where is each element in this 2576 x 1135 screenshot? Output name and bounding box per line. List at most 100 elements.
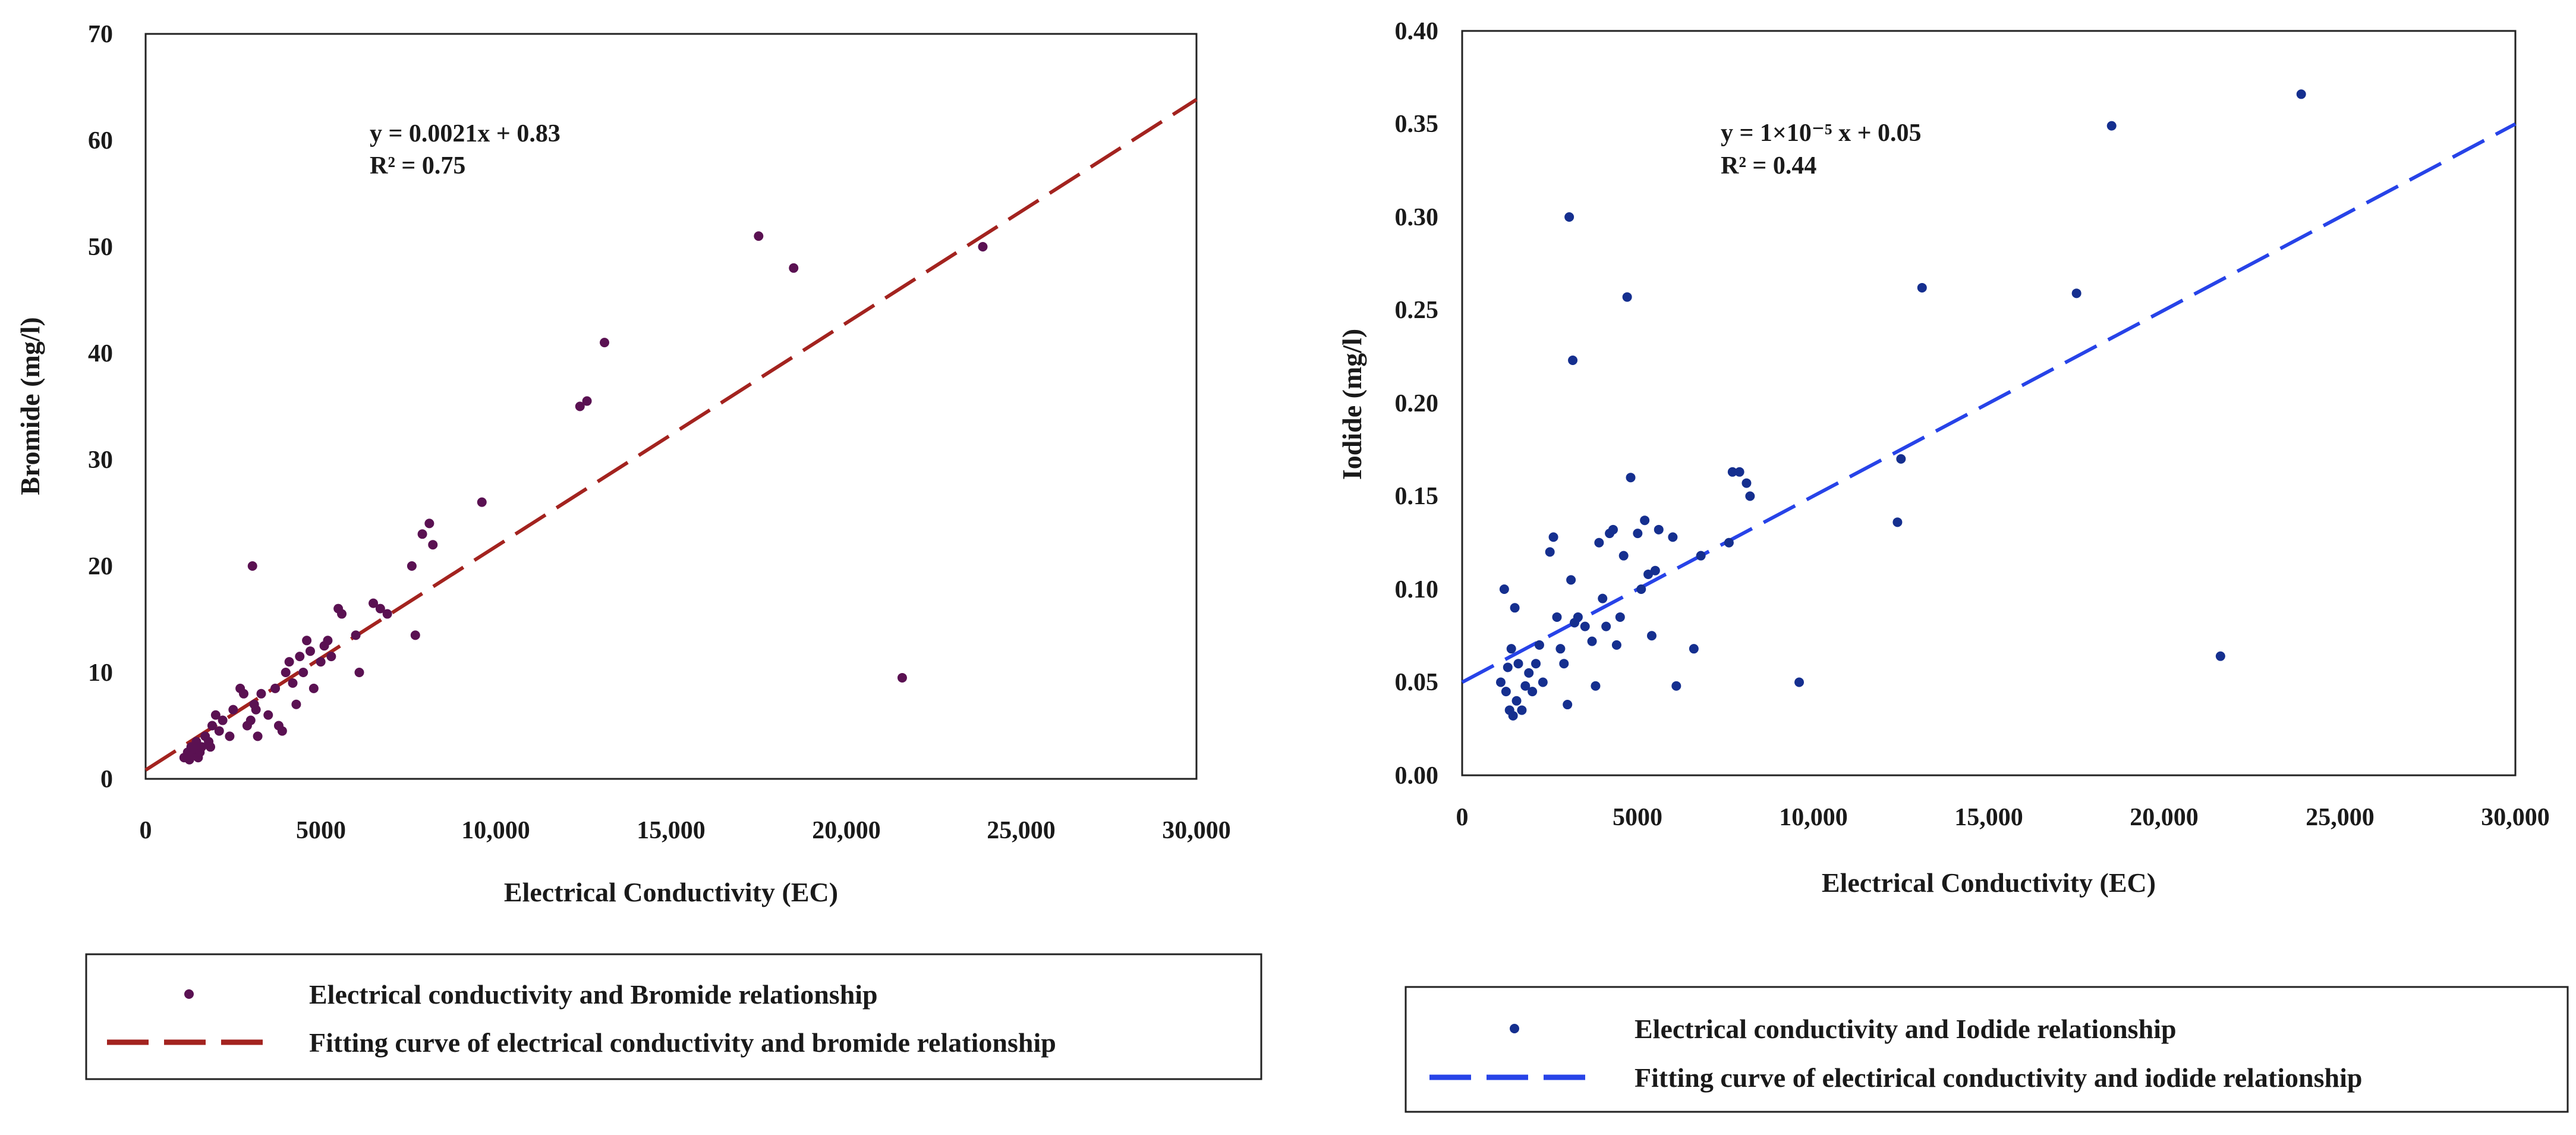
iodide-data-point xyxy=(1742,478,1752,488)
bromide-data-point xyxy=(754,231,764,241)
y-tick-label: 70 xyxy=(88,21,113,48)
bromide-legend-point-marker xyxy=(184,989,194,999)
y-tick-label: 50 xyxy=(88,234,113,261)
y-tick-label: 0.10 xyxy=(1395,576,1439,603)
iodide-data-point xyxy=(1892,517,1903,527)
iodide-data-point xyxy=(1622,292,1632,302)
bromide-data-point xyxy=(239,688,249,699)
y-tick-label: 0.20 xyxy=(1395,390,1439,417)
iodide-data-point xyxy=(1511,696,1522,706)
x-tick-label: 25,000 xyxy=(2306,804,2375,831)
iodide-data-point xyxy=(1643,569,1654,579)
bromide-y-axis-title: Bromide (mg/l) xyxy=(15,317,45,495)
x-tick-label: 30,000 xyxy=(1162,817,1231,844)
iodide-data-point xyxy=(1503,662,1513,672)
bromide-data-point xyxy=(247,561,257,571)
bromide-data-point xyxy=(214,726,224,736)
bromide-r-squared: R² = 0.75 xyxy=(370,152,465,180)
iodide-data-point xyxy=(1618,551,1629,561)
iodide-data-point xyxy=(1520,681,1531,691)
iodide-data-point xyxy=(1745,491,1755,501)
bromide-x-axis-title: Electrical Conductivity (EC) xyxy=(504,877,838,907)
bromide-legend-line-label: Fitting curve of electrical conductivity… xyxy=(309,1027,1056,1058)
x-tick-label: 15,000 xyxy=(1954,804,2023,831)
x-tick-label: 10,000 xyxy=(461,817,530,844)
iodide-legend: Electrical conductivity and Iodide relat… xyxy=(1404,986,2569,1113)
y-tick-label: 40 xyxy=(88,340,113,367)
x-tick-label: 0 xyxy=(1456,804,1469,831)
iodide-data-point xyxy=(2215,651,2225,661)
bromide-data-point xyxy=(477,497,487,507)
bromide-data-point xyxy=(375,603,385,614)
bromide-data-point xyxy=(789,263,799,273)
x-tick-label: 25,000 xyxy=(987,817,1056,844)
iodide-data-point xyxy=(1563,700,1573,710)
iodide-legend-line-label: Fitting curve of electirical conductivit… xyxy=(1635,1062,2362,1093)
iodide-data-point xyxy=(1559,659,1569,669)
bromide-data-point xyxy=(600,338,610,348)
iodide-data-point xyxy=(1654,524,1664,535)
bromide-data-point xyxy=(291,699,301,709)
bromide-data-point xyxy=(337,609,347,619)
iodide-data-point xyxy=(1534,640,1544,650)
iodide-legend-point-marker xyxy=(1510,1024,1519,1033)
iodide-data-point xyxy=(2296,89,2306,99)
iodide-data-point xyxy=(1499,584,1509,594)
iodide-data-point xyxy=(1564,212,1574,222)
bromide-data-point xyxy=(428,540,438,550)
iodide-data-point xyxy=(1513,659,1523,669)
bromide-data-point xyxy=(351,630,361,640)
iodide-data-point xyxy=(1734,467,1744,477)
iodide-data-point xyxy=(1566,575,1576,585)
bromide-data-point xyxy=(288,678,298,688)
bromide-data-point xyxy=(326,652,336,662)
bromide-data-point xyxy=(354,668,364,677)
bromide-x-ticks: 0 5000 10,000 15,000 20,000 25,000 30,00… xyxy=(140,817,1231,844)
iodide-y-axis-title: Iodide (mg/l) xyxy=(1337,329,1367,480)
iodide-data-point xyxy=(1568,356,1578,366)
y-tick-label: 0.40 xyxy=(1395,18,1439,45)
bromide-data-point xyxy=(206,742,216,752)
x-tick-label: 5000 xyxy=(296,817,346,844)
bromide-data-point xyxy=(978,242,988,251)
iodide-legend-points-label: Electrical conductivity and Iodide relat… xyxy=(1635,1014,2177,1044)
bromide-y-ticks: 0 10 20 30 40 50 60 70 xyxy=(88,21,113,793)
iodide-data-point xyxy=(1626,473,1636,483)
iodide-data-point xyxy=(1896,454,1906,464)
bromide-data-point xyxy=(281,668,291,677)
iodide-data-point xyxy=(1506,644,1516,654)
iodide-r-squared: R² = 0.44 xyxy=(1721,152,1816,180)
iodide-data-point xyxy=(1501,687,1511,697)
y-tick-label: 10 xyxy=(88,659,113,687)
iodide-data-point xyxy=(1724,537,1734,548)
x-tick-label: 20,000 xyxy=(812,817,881,844)
x-tick-label: 15,000 xyxy=(637,817,706,844)
iodide-data-point xyxy=(1517,705,1527,715)
bromide-plot-area xyxy=(144,33,1198,780)
iodide-data-point xyxy=(1601,621,1611,631)
x-tick-label: 20,000 xyxy=(2130,804,2199,831)
iodide-data-point xyxy=(1552,612,1562,622)
bromide-data-point xyxy=(575,401,585,411)
iodide-data-point xyxy=(1591,681,1601,691)
bromide-data-point xyxy=(316,657,326,667)
bromide-data-point xyxy=(424,518,434,529)
bromide-data-point xyxy=(298,668,308,677)
iodide-data-point xyxy=(1587,636,1597,646)
iodide-data-point xyxy=(1580,621,1590,631)
iodide-chart: 0.00 0.05 0.10 0.15 0.20 0.25 0.30 0.35 … xyxy=(1337,18,2569,1113)
bromide-data-point xyxy=(245,715,256,725)
bromide-data-point xyxy=(253,731,263,741)
iodide-data-point xyxy=(1545,547,1555,557)
bromide-data-point xyxy=(256,688,266,699)
bromide-data-point xyxy=(382,609,392,619)
bromide-data-point xyxy=(302,636,312,646)
iodide-data-point xyxy=(1573,612,1583,622)
bromide-legend: Electrical conductivity and Bromide rela… xyxy=(85,953,1262,1080)
bromide-data-point xyxy=(284,657,294,667)
iodide-data-point xyxy=(1598,593,1608,603)
bromide-data-point xyxy=(197,742,207,752)
iodide-data-point xyxy=(1917,282,1927,293)
y-tick-label: 0.05 xyxy=(1395,669,1439,696)
